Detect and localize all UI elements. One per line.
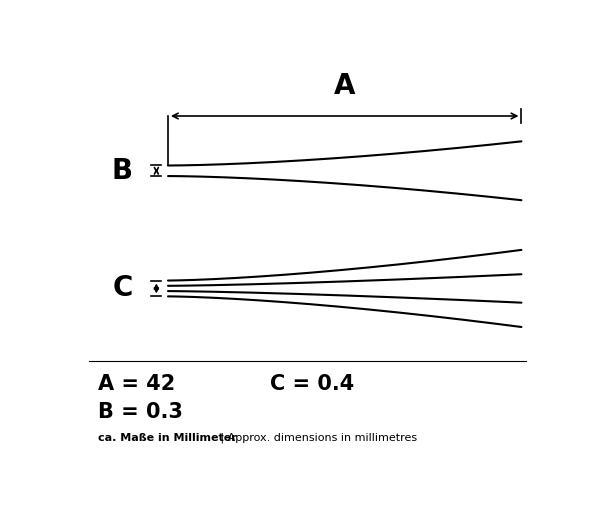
Text: | Approx. dimensions in millimetres: | Approx. dimensions in millimetres xyxy=(217,433,417,443)
Text: C: C xyxy=(112,275,133,302)
Text: B: B xyxy=(112,157,133,185)
Text: C = 0.4: C = 0.4 xyxy=(270,374,355,394)
Text: B = 0.3: B = 0.3 xyxy=(98,402,183,422)
Text: A = 42: A = 42 xyxy=(98,374,176,394)
Text: ca. Maße in Millimeter: ca. Maße in Millimeter xyxy=(98,433,237,443)
Text: A: A xyxy=(334,72,355,100)
